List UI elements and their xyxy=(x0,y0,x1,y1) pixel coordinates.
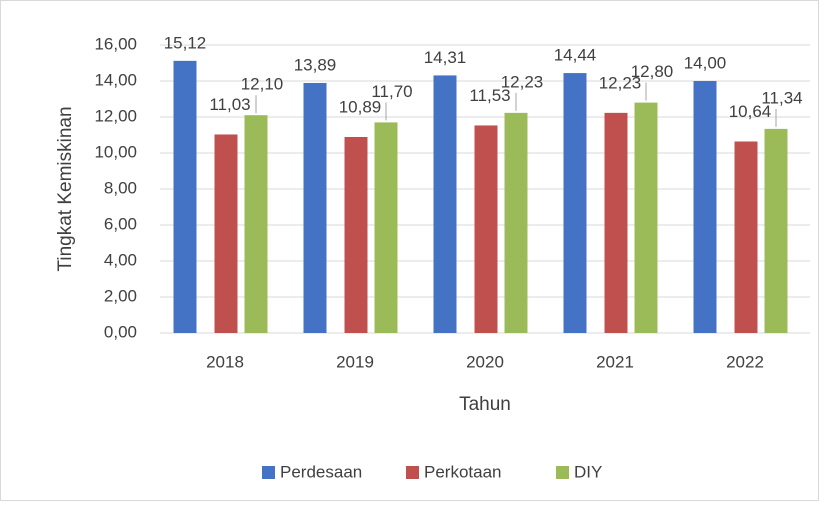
bar xyxy=(474,125,498,334)
legend-swatch xyxy=(556,466,569,479)
bar xyxy=(303,82,327,333)
y-axis-label: Tingkat Kemiskinan xyxy=(55,106,76,271)
data-label: 12,10 xyxy=(241,75,284,94)
legend-label: Perdesaan xyxy=(280,462,362,481)
data-label: 11,34 xyxy=(761,88,802,107)
bar xyxy=(693,81,717,333)
legend-swatch xyxy=(406,466,419,479)
x-tick-label: 2021 xyxy=(596,352,634,371)
x-tick-label: 2022 xyxy=(726,352,764,371)
data-label: 13,89 xyxy=(294,55,337,74)
data-label: 11,70 xyxy=(371,82,412,101)
y-tick-label: 0,00 xyxy=(104,322,137,341)
bar xyxy=(173,60,197,334)
data-label: 11,03 xyxy=(209,95,250,114)
bar xyxy=(764,128,788,333)
y-tick-label: 10,00 xyxy=(94,142,137,161)
data-label: 14,00 xyxy=(684,53,727,72)
y-tick-label: 6,00 xyxy=(104,214,137,233)
bar xyxy=(344,136,368,333)
data-label: 10,64 xyxy=(729,102,772,121)
data-label: 12,23 xyxy=(501,72,544,91)
bar xyxy=(214,134,238,333)
data-label: 12,23 xyxy=(599,73,642,92)
data-label: 12,80 xyxy=(631,62,674,81)
data-label: 14,44 xyxy=(554,46,597,65)
bar xyxy=(634,102,658,333)
bar xyxy=(374,122,398,334)
y-tick-label: 14,00 xyxy=(94,70,137,89)
bar xyxy=(244,115,268,333)
y-tick-label: 2,00 xyxy=(104,286,137,305)
bar xyxy=(504,112,528,333)
data-label: 11,53 xyxy=(469,86,510,105)
legend-label: Perkotaan xyxy=(424,462,502,481)
x-tick-label: 2020 xyxy=(466,352,504,371)
bar xyxy=(734,141,758,333)
legend-swatch xyxy=(262,466,275,479)
data-label: 14,31 xyxy=(424,48,467,67)
bar xyxy=(604,112,628,333)
x-axis-label: Tahun xyxy=(459,394,511,415)
data-label: 15,12 xyxy=(164,33,207,52)
y-tick-label: 8,00 xyxy=(104,178,137,197)
y-tick-label: 16,00 xyxy=(94,34,137,53)
data-label: 10,89 xyxy=(339,97,382,116)
y-tick-label: 4,00 xyxy=(104,250,137,269)
legend-label: DIY xyxy=(574,462,602,481)
y-tick-label: 12,00 xyxy=(94,106,137,125)
bar xyxy=(563,73,587,333)
x-tick-label: 2019 xyxy=(336,352,374,371)
x-tick-label: 2018 xyxy=(206,352,244,371)
bar xyxy=(433,75,457,334)
